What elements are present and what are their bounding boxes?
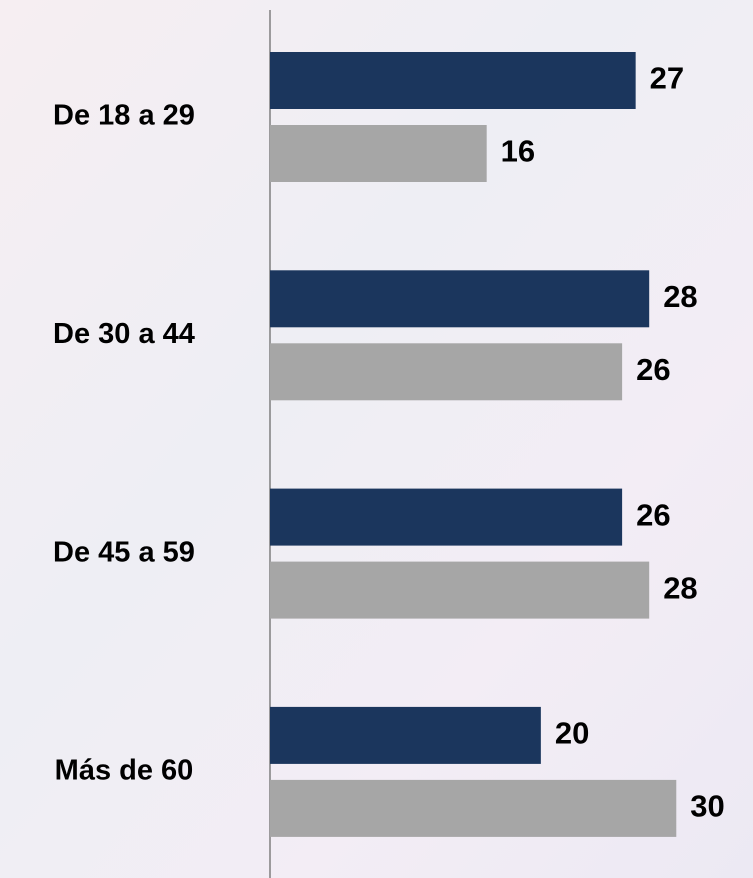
value-label: 26 — [636, 497, 670, 532]
category-label: Más de 60 — [55, 755, 194, 787]
bar — [270, 52, 636, 109]
value-label: 30 — [690, 789, 724, 824]
category-label: De 30 a 44 — [53, 318, 195, 350]
value-label: 28 — [663, 279, 697, 314]
value-label: 16 — [501, 134, 535, 169]
value-label: 20 — [555, 716, 589, 751]
bar — [270, 125, 487, 182]
bar — [270, 779, 677, 837]
bar — [270, 343, 623, 401]
bar — [270, 488, 623, 546]
category-label: De 45 a 59 — [53, 536, 195, 568]
value-label: 26 — [636, 352, 670, 387]
value-label: 28 — [663, 570, 697, 605]
value-label: 27 — [650, 61, 684, 96]
bar — [270, 561, 650, 619]
bar — [270, 706, 541, 764]
bar — [270, 270, 650, 328]
category-label: De 18 a 29 — [53, 100, 195, 132]
